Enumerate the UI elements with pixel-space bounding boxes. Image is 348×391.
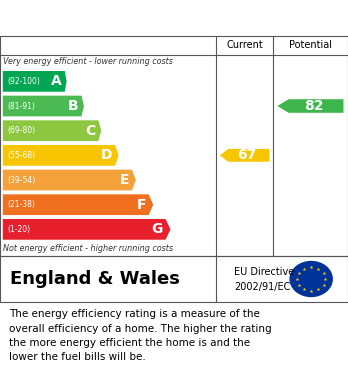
Polygon shape <box>3 219 171 240</box>
Text: 67: 67 <box>237 148 257 162</box>
Text: (92-100): (92-100) <box>7 77 40 86</box>
Polygon shape <box>277 99 343 113</box>
Text: (81-91): (81-91) <box>7 102 35 111</box>
Text: B: B <box>68 99 79 113</box>
Text: The energy efficiency rating is a measure of the
overall efficiency of a home. T: The energy efficiency rating is a measur… <box>9 309 271 362</box>
Text: Very energy efficient - lower running costs: Very energy efficient - lower running co… <box>3 57 173 66</box>
Text: (55-68): (55-68) <box>7 151 35 160</box>
Text: Not energy efficient - higher running costs: Not energy efficient - higher running co… <box>3 244 174 253</box>
Text: (39-54): (39-54) <box>7 176 35 185</box>
Text: 82: 82 <box>304 99 324 113</box>
Text: (1-20): (1-20) <box>7 225 30 234</box>
Text: 2002/91/EC: 2002/91/EC <box>234 282 290 292</box>
Text: England & Wales: England & Wales <box>10 270 180 288</box>
Polygon shape <box>3 145 119 166</box>
Text: A: A <box>51 74 62 88</box>
Polygon shape <box>3 96 84 117</box>
Text: Energy Efficiency Rating: Energy Efficiency Rating <box>9 9 238 27</box>
Polygon shape <box>3 194 153 215</box>
Polygon shape <box>3 170 136 190</box>
Text: G: G <box>151 222 163 237</box>
Polygon shape <box>3 71 66 92</box>
Text: F: F <box>136 198 146 212</box>
Text: Potential: Potential <box>289 40 332 50</box>
Text: D: D <box>101 148 112 162</box>
Ellipse shape <box>290 262 332 296</box>
Polygon shape <box>220 149 269 162</box>
Text: (21-38): (21-38) <box>7 200 35 209</box>
Text: (69-80): (69-80) <box>7 126 35 135</box>
Text: EU Directive: EU Directive <box>234 267 294 277</box>
Text: Current: Current <box>226 40 263 50</box>
Text: C: C <box>85 124 96 138</box>
Text: E: E <box>120 173 129 187</box>
Polygon shape <box>3 120 101 141</box>
